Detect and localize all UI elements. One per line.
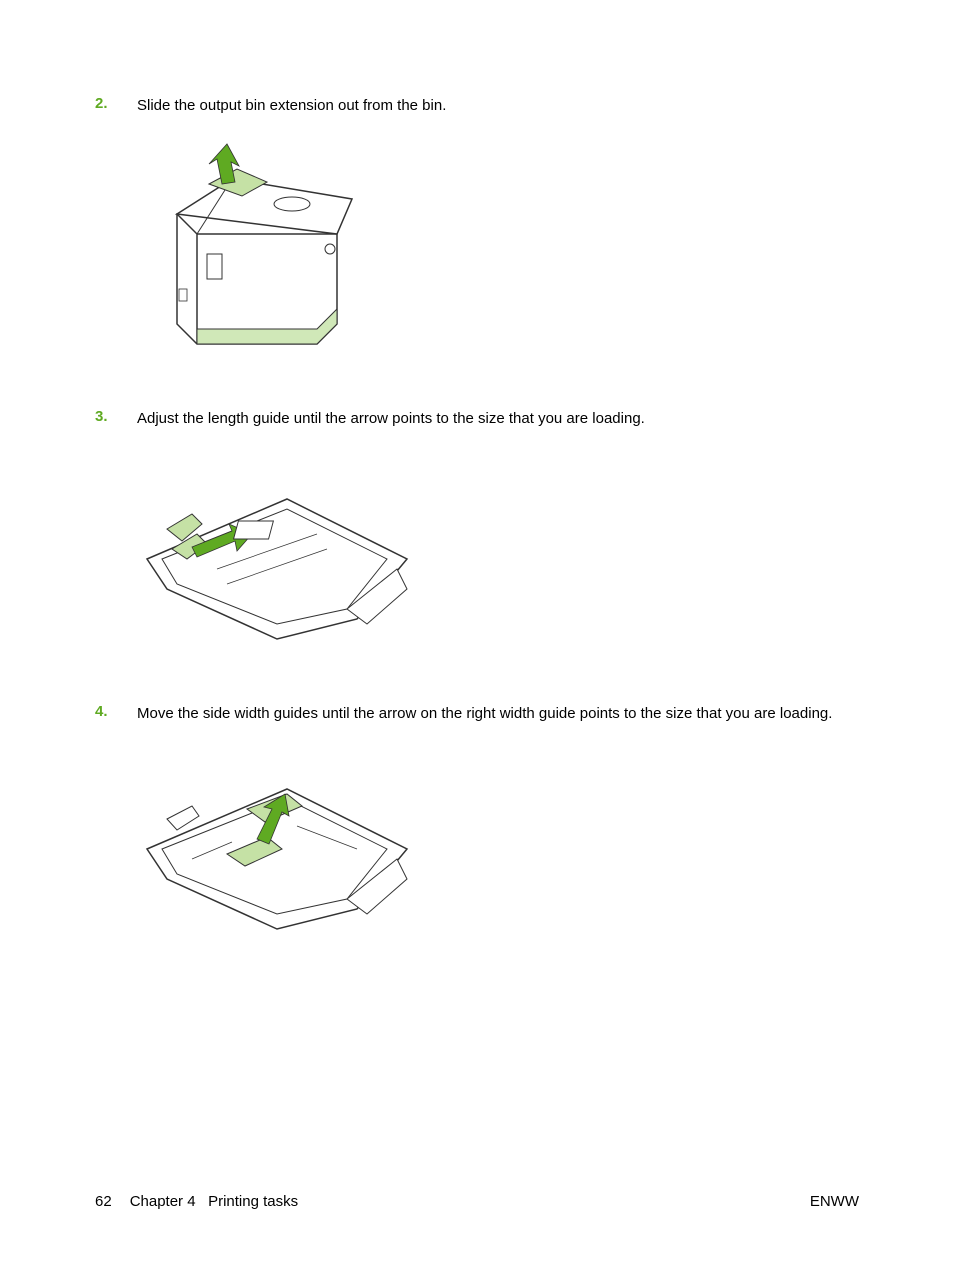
- page-footer: 62 Chapter 4 Printing tasks ENWW: [95, 1193, 859, 1210]
- step-3-row: 3. Adjust the length guide until the arr…: [95, 408, 859, 429]
- step-number: 4.: [95, 703, 137, 724]
- page-number: 62: [95, 1193, 112, 1210]
- tray-length-guide-illustration-icon: [137, 459, 427, 659]
- step-3-figure: [137, 459, 859, 663]
- step-4-row: 4. Move the side width guides until the …: [95, 703, 859, 724]
- region-code: ENWW: [810, 1193, 859, 1210]
- footer-left: 62 Chapter 4 Printing tasks: [95, 1193, 298, 1210]
- step-number: 3.: [95, 408, 137, 429]
- printer-illustration-icon: [137, 134, 357, 364]
- step-text: Slide the output bin extension out from …: [137, 95, 859, 116]
- step-number: 2.: [95, 95, 137, 116]
- step-text: Move the side width guides until the arr…: [137, 703, 859, 724]
- step-text: Adjust the length guide until the arrow …: [137, 408, 859, 429]
- step-2-figure: [137, 134, 859, 368]
- step-4-figure: [137, 754, 859, 948]
- tray-width-guide-illustration-icon: [137, 754, 427, 944]
- step-2-row: 2. Slide the output bin extension out fr…: [95, 95, 859, 116]
- chapter-label: Chapter 4 Printing tasks: [130, 1193, 298, 1210]
